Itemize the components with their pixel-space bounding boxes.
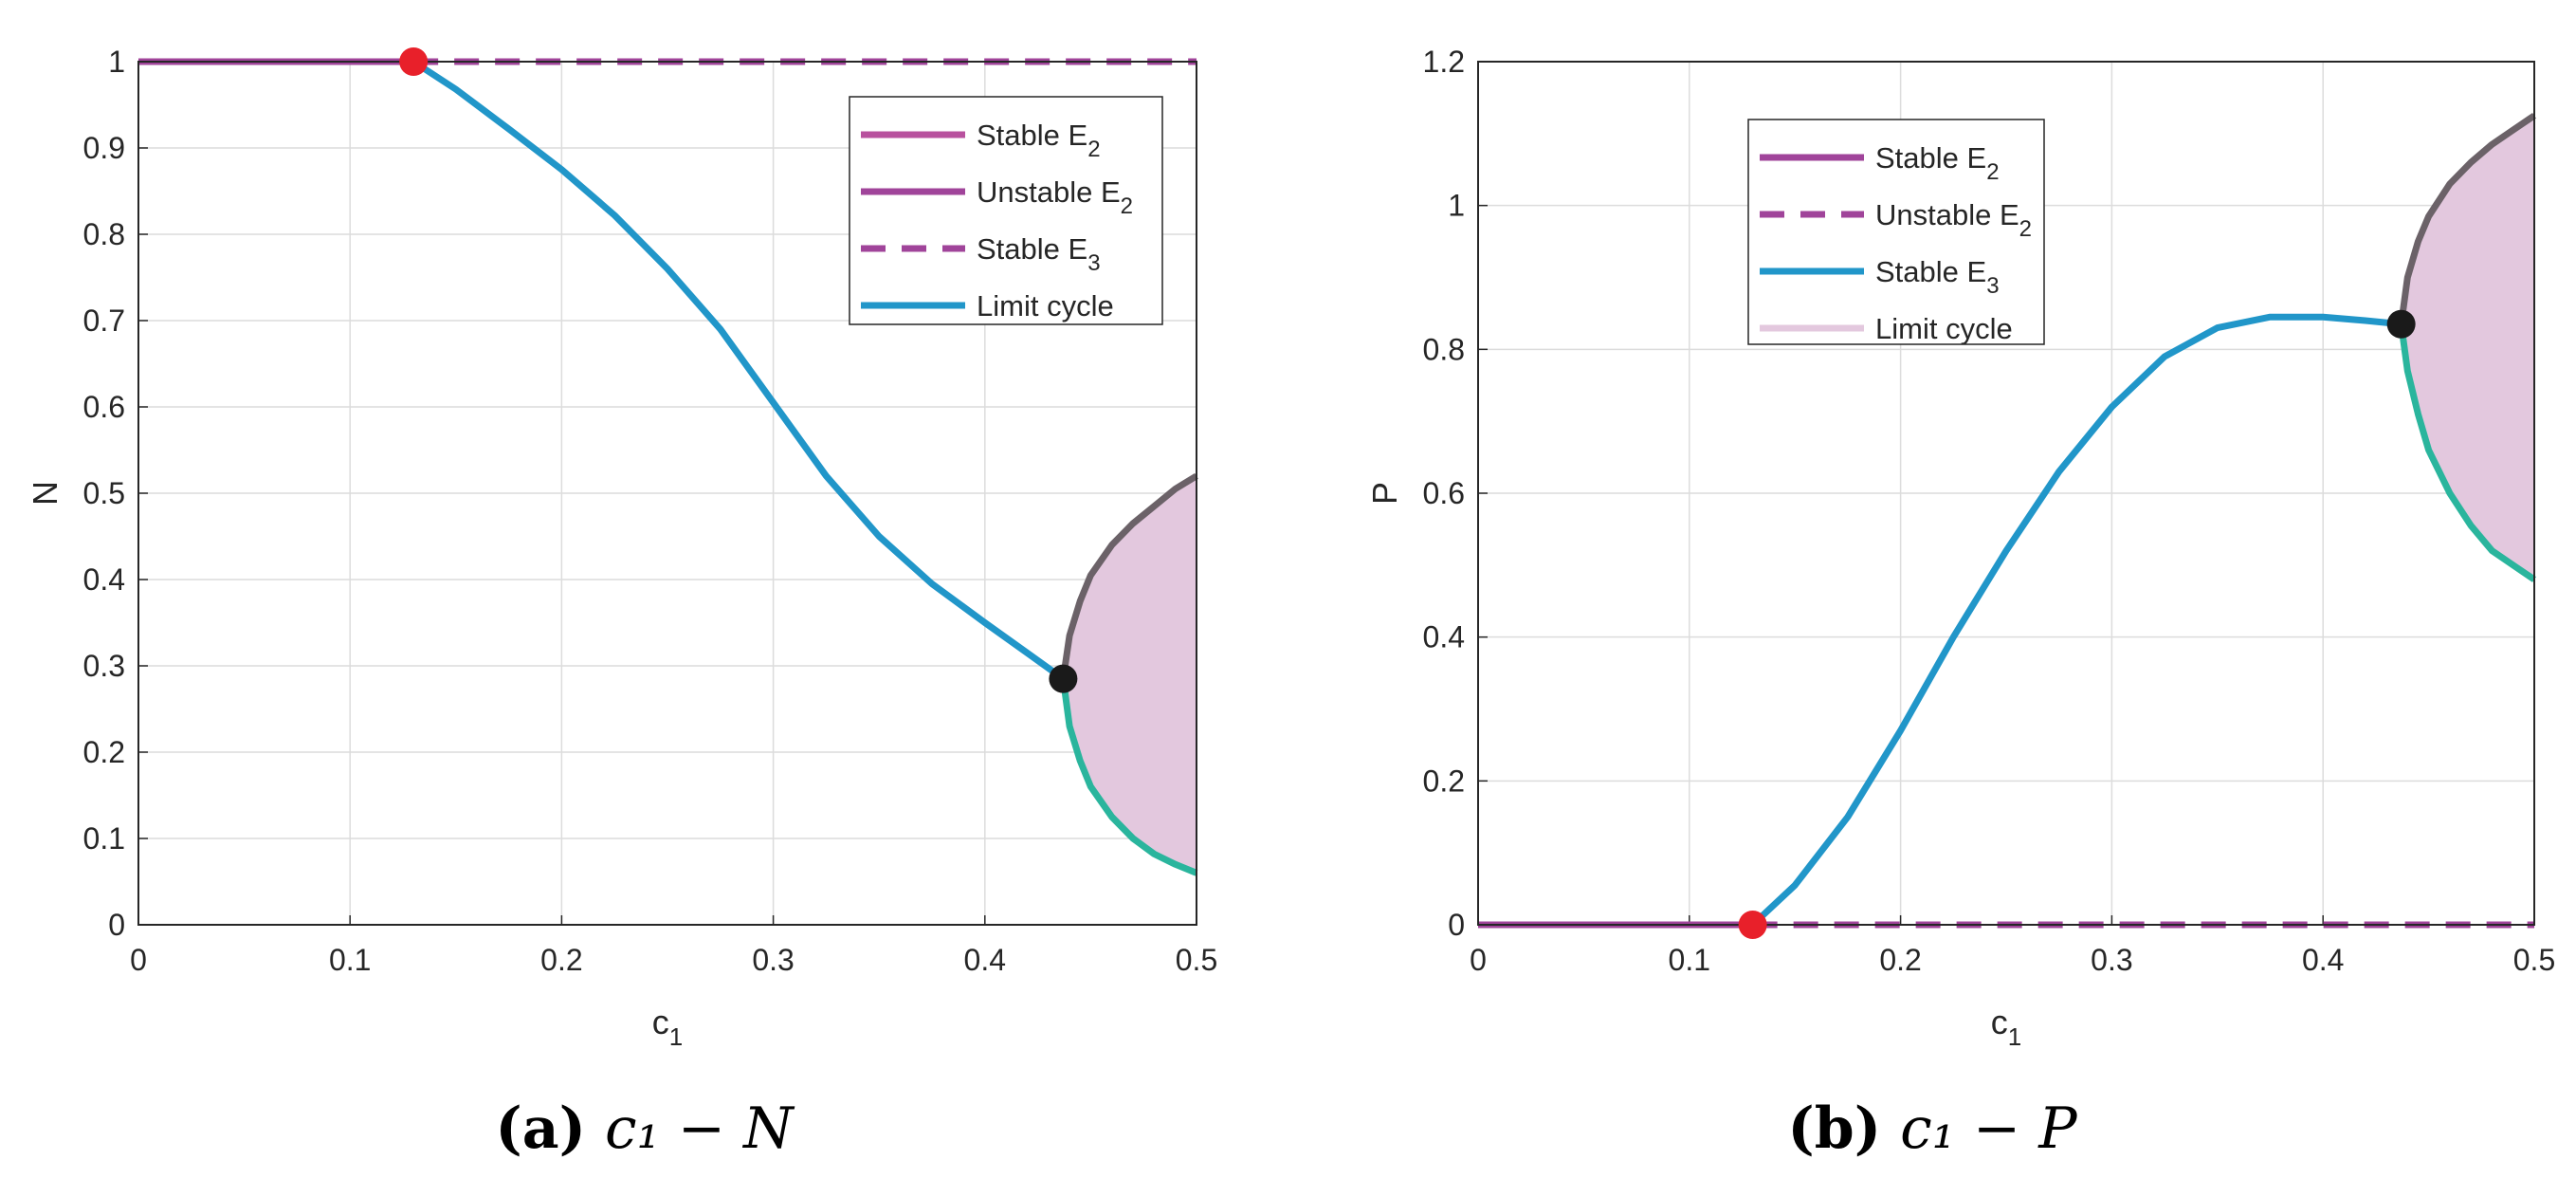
- x-tick-label: 0.5: [1176, 943, 1217, 977]
- chart-a-svg: 0 0.1 0.2 0.3 0.4 0.5 0 0.1 0.2 0.3 0.4 0.5 0.6 0.7 0.…: [26, 45, 1217, 1051]
- limit-cycle-band: [2401, 115, 2534, 580]
- y-tick-label: 0.4: [83, 562, 125, 597]
- y-axis-label: N: [26, 481, 64, 506]
- x-tick-label: 0.1: [1669, 943, 1710, 977]
- y-tick-label: 0.6: [1423, 476, 1465, 510]
- x-tick-label: 0.1: [329, 943, 371, 977]
- y-tick-label: 0.4: [1423, 620, 1465, 654]
- legend-entry-label: Limit cycle: [977, 289, 1114, 322]
- y-tick-label: 0.9: [83, 131, 125, 165]
- branch-point-marker: [399, 47, 429, 76]
- y-tick-label: 0: [1448, 908, 1465, 942]
- x-axis-label: c1: [652, 1003, 683, 1051]
- y-tick-label: 0.8: [83, 217, 125, 251]
- y-tick-label: 1: [1448, 189, 1465, 223]
- hopf-point-marker: [1049, 664, 1078, 693]
- series-line-limit-cycle-max: [2398, 112, 2536, 325]
- axes-box: [137, 61, 1197, 926]
- y-tick-label: 0.8: [1423, 332, 1465, 366]
- x-tick-label: 0: [1470, 943, 1487, 977]
- limit-cycle-band: [1063, 475, 1197, 874]
- x-tick-label: 0.4: [964, 943, 1006, 977]
- x-axis-label-subscript: 1: [2008, 1022, 2021, 1051]
- grid: [137, 61, 1197, 926]
- x-axis-label: c1: [1991, 1003, 2021, 1051]
- y-tick-label: 0.1: [83, 821, 125, 856]
- caption-b-label: (b): [1787, 1096, 1882, 1162]
- legend-entry-subscript: 2: [2019, 216, 2032, 242]
- caption-b: (b) c₁ − P: [1288, 1096, 2576, 1162]
- series-line-stable-e3: [411, 59, 1066, 682]
- x-tick-label: 0.4: [2302, 943, 2344, 977]
- series-line-limit-cycle-min: [2398, 323, 2536, 582]
- x-tick-label: 0.2: [1879, 943, 1921, 977]
- y-tick-label: 1: [108, 45, 125, 79]
- axes-box: [1477, 61, 2535, 926]
- y-tick-label: 0: [108, 908, 125, 942]
- legend-entry-subscript: 3: [1087, 250, 1100, 276]
- x-tick-label: 0.3: [752, 943, 794, 977]
- y-tick-label: 0.7: [83, 304, 125, 338]
- hopf-point-marker: [2386, 309, 2416, 339]
- series-line-stable-e3: [1750, 313, 2402, 928]
- legend-entry-label: Limit cycle: [1875, 312, 2013, 345]
- y-tick-label: 0.2: [1423, 764, 1465, 798]
- caption-a-math: c₁ − N: [605, 1096, 794, 1162]
- y-tick-label: 1.2: [1423, 45, 1465, 79]
- y-tick-label: 0.6: [83, 390, 125, 424]
- caption-a-label: (a): [495, 1096, 587, 1162]
- legend-entry-subscript: 2: [1986, 159, 1999, 185]
- x-tick-label: 0.2: [540, 943, 582, 977]
- branch-point-marker: [1738, 911, 1767, 939]
- caption-b-math: c₁ − P: [1900, 1096, 2077, 1162]
- legend-entry-subscript: 2: [1087, 137, 1100, 162]
- panel-a: 0 0.1 0.2 0.3 0.4 0.5 0 0.1 0.2 0.3 0.4 0.5 0.6 0.7 0.…: [0, 45, 1288, 1162]
- x-tick-label: 0.3: [2091, 943, 2132, 977]
- y-tick-label: 0.3: [83, 649, 125, 683]
- y-tick-label: 0.5: [83, 476, 125, 510]
- x-tick-label: 0.5: [2513, 943, 2555, 977]
- series-line-limit-cycle-max: [1059, 472, 1198, 680]
- y-axis-label: P: [1365, 482, 1404, 505]
- legend-entry-subscript: 2: [1121, 193, 1133, 219]
- legend-entry-subscript: 3: [1986, 273, 1999, 299]
- caption-a: (a) c₁ − N: [0, 1096, 1288, 1162]
- x-tick-label: 0: [130, 943, 147, 977]
- series-line-limit-cycle-min: [1059, 678, 1198, 876]
- panel-b: 0 0.1 0.2 0.3 0.4 0.5 0 0.2 0.4 0.6 0.8 1 1.2 c1 P Stab…: [1288, 0, 2576, 1197]
- chart-b-svg: 0 0.1 0.2 0.3 0.4 0.500.20.40.60.811.2c1PStab…: [1365, 45, 2555, 1051]
- x-axis-label-subscript: 1: [669, 1022, 683, 1051]
- y-tick-label: 0.2: [83, 735, 125, 769]
